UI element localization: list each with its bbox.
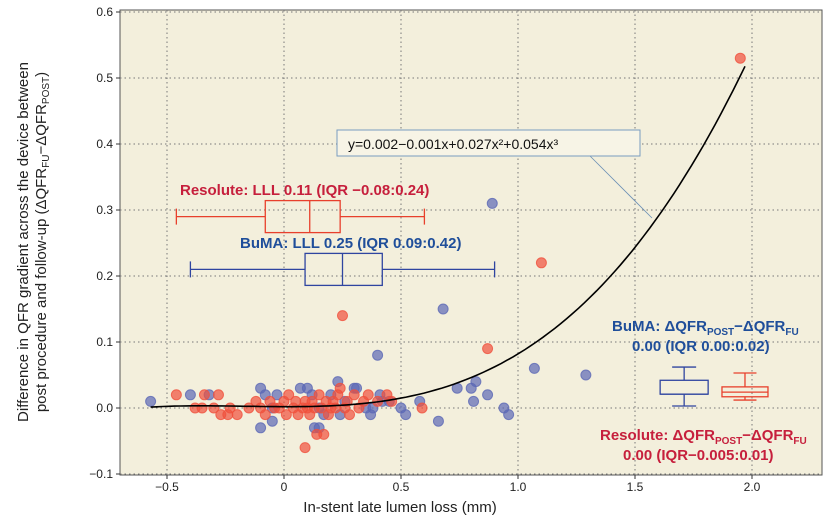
y-tick-label: 0.4 bbox=[96, 137, 113, 151]
resolute-point bbox=[344, 409, 356, 421]
resolute-point bbox=[535, 257, 547, 269]
resolute-point bbox=[170, 389, 182, 401]
resolute-qfr-value: 0.00 (IQR−0.005:0.01) bbox=[623, 447, 774, 464]
resolute-point bbox=[259, 409, 271, 421]
buma-point bbox=[255, 422, 267, 434]
box-iqr bbox=[304, 252, 383, 287]
resolute-point bbox=[348, 389, 360, 401]
y-tick-label: −0.1 bbox=[89, 467, 113, 481]
resolute-point bbox=[243, 402, 255, 414]
x-axis-label: In-stent late lumen loss (mm) bbox=[303, 499, 496, 516]
equation-pointer bbox=[589, 155, 653, 219]
resolute-lll-label: Resolute: LLL 0.11 (IQR −0.08:0.24) bbox=[180, 182, 429, 199]
equation-box bbox=[336, 129, 641, 157]
resolute-point bbox=[337, 310, 348, 322]
buma-point bbox=[184, 389, 196, 401]
y-tick-label: 0.2 bbox=[96, 269, 113, 283]
y-tick-label: 0.3 bbox=[96, 203, 113, 217]
resolute-point bbox=[283, 389, 295, 401]
x-tick-label: −0.5 bbox=[155, 480, 179, 494]
resolute-qfr-label: Resolute: ΔQFRPOST−ΔQFRFU bbox=[600, 427, 807, 447]
box-plots bbox=[175, 199, 769, 407]
data-points bbox=[145, 52, 746, 454]
y-tick-label: 0.5 bbox=[96, 71, 113, 85]
resolute-point bbox=[313, 389, 325, 401]
buma-point bbox=[580, 369, 592, 381]
buma-point bbox=[266, 415, 278, 427]
buma-point bbox=[400, 409, 412, 421]
resolute-point bbox=[334, 382, 346, 394]
buma-point bbox=[372, 349, 384, 361]
buma-point bbox=[271, 389, 283, 401]
equation-label: y=0.002−0.001x+0.027x²+0.054x³ bbox=[348, 136, 559, 152]
x-tick-label: 1.0 bbox=[510, 480, 527, 494]
buma-point bbox=[503, 409, 515, 421]
buma-point bbox=[470, 376, 482, 388]
buma-point bbox=[145, 395, 157, 407]
x-tick-label: 0.5 bbox=[393, 480, 410, 494]
y-tick-label: 0.0 bbox=[96, 401, 113, 415]
resolute-point bbox=[386, 395, 398, 407]
x-tick-label: 0 bbox=[281, 480, 288, 494]
buma-point bbox=[482, 389, 494, 401]
resolute-point bbox=[196, 402, 208, 414]
resolute-point bbox=[734, 52, 746, 64]
y-axis-label-line1: Difference in QFR gradient across the de… bbox=[15, 62, 32, 422]
resolute-point bbox=[231, 409, 243, 421]
buma-point bbox=[432, 415, 444, 427]
resolute-point bbox=[362, 389, 374, 401]
x-tick-label: 2.0 bbox=[744, 480, 761, 494]
resolute-point bbox=[318, 428, 330, 440]
resolute-point bbox=[280, 409, 292, 421]
buma-qfr-value: 0.00 (IQR 0.00:0.02) bbox=[632, 338, 770, 355]
resolute-point bbox=[198, 389, 210, 401]
buma-qfr-label: BuMA: ΔQFRPOST−ΔQFRFU bbox=[612, 318, 799, 338]
buma-point bbox=[528, 362, 540, 374]
resolute-point bbox=[212, 389, 224, 401]
x-tick-label: 1.5 bbox=[627, 480, 644, 494]
resolute-point bbox=[416, 402, 428, 414]
y-tick-label: 0.1 bbox=[96, 335, 113, 349]
resolute-point bbox=[482, 343, 494, 355]
buma-point bbox=[486, 197, 498, 209]
y-tick-label: 0.6 bbox=[96, 5, 113, 19]
resolute-point bbox=[329, 402, 341, 414]
buma-point bbox=[437, 303, 449, 315]
tick-labels: −0.5 0 0.5 1.0 1.5 2.0 −0.1 0.0 0.1 0.2 0.3 0.4 0.5 0… bbox=[89, 5, 760, 494]
y-axis-label-line2: post procedure and follow-up (ΔQFRFU−ΔQF… bbox=[33, 72, 52, 412]
box-iqr bbox=[264, 199, 341, 234]
buma-lll-label: BuMA: LLL 0.25 (IQR 0.09:0.42) bbox=[240, 235, 461, 252]
resolute-point bbox=[299, 442, 311, 454]
buma-point bbox=[468, 395, 480, 407]
fit-curve bbox=[150, 65, 746, 408]
